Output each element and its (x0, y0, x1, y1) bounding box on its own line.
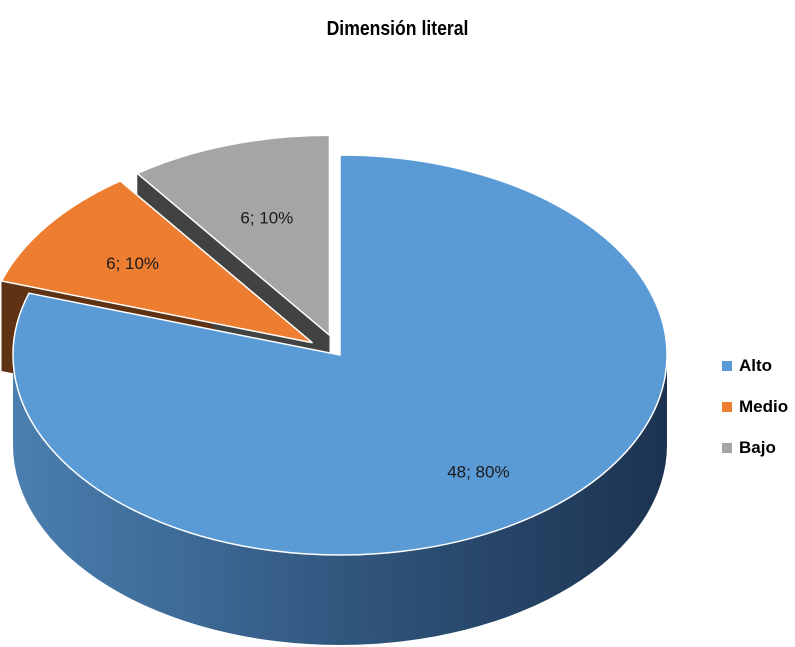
pie-labels: 48; 80% 6; 10% 6; 10% (106, 208, 509, 481)
legend-swatch-bajo (722, 443, 732, 453)
slice-bajo (135, 134, 331, 337)
legend-label-medio: Medio (739, 397, 789, 416)
legend-swatch-medio (722, 402, 732, 412)
pie-tops (0, 134, 668, 556)
legend-label-alto: Alto (739, 356, 773, 375)
data-label-alto: 48; 80% (447, 462, 509, 481)
slice-alto (12, 154, 668, 556)
legend-swatch-alto (722, 361, 732, 371)
legend-item-bajo: Bajo (722, 438, 788, 458)
chart-title: Dimensión literal (326, 18, 469, 40)
legend-item-medio: Medio (722, 397, 788, 417)
legend-label-bajo: Bajo (739, 438, 776, 457)
legend-item-alto: Alto (722, 356, 788, 376)
data-label-medio: 6; 10% (106, 254, 159, 273)
slice-medio (0, 180, 313, 344)
legend: Alto Medio Bajo (722, 356, 788, 479)
data-label-bajo: 6; 10% (240, 208, 293, 227)
slice-side-alto (13, 355, 667, 645)
